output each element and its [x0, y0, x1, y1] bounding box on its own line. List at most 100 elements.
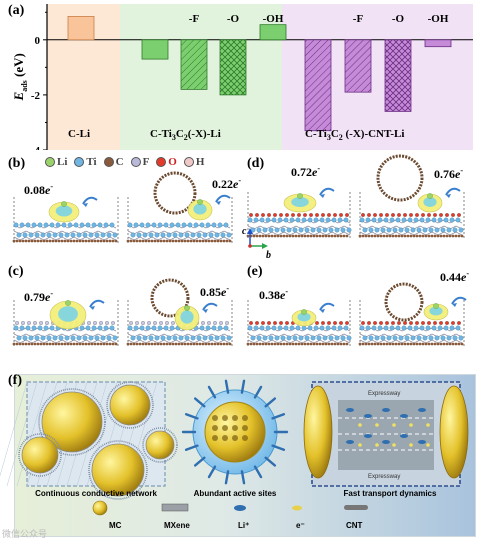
electron: [375, 423, 379, 427]
legend-cnt-icon: [344, 505, 368, 510]
li-ion: [418, 408, 426, 412]
charge-c-left: 0.79e-: [24, 289, 53, 304]
carbon-sphere: [145, 430, 175, 460]
legend-electron: e⁻: [296, 521, 305, 530]
charge-density-core: [55, 205, 73, 217]
panel-b-letter: (b): [8, 156, 26, 171]
electron: [392, 423, 396, 427]
cnt-spike: [224, 470, 230, 485]
carbon-sphere: [41, 391, 103, 453]
legend-dot: [130, 157, 141, 167]
pore: [222, 425, 228, 431]
cnt-spike: [253, 465, 263, 479]
electron: [409, 423, 413, 427]
legend-h: H: [183, 156, 205, 168]
pore: [212, 415, 218, 421]
atomic-slab: [12, 299, 119, 346]
bar-label: -F: [353, 13, 364, 25]
bar-label: -O: [227, 13, 240, 25]
li-ion: [346, 440, 354, 444]
atomic-slab: [12, 196, 119, 243]
atomic-slab: [126, 278, 233, 346]
cnt-spike: [240, 379, 246, 394]
charge-arrow: [445, 187, 461, 196]
atomic-slab: [358, 282, 467, 346]
y-tick-label: 0: [35, 35, 41, 47]
bar-hatch: [305, 39, 331, 131]
electron: [358, 423, 362, 427]
legend-mc: MC: [109, 521, 122, 530]
legend-label: O: [168, 156, 177, 168]
pore: [222, 435, 228, 441]
panel-a-letter: (a): [8, 3, 25, 18]
cnt-ring: [150, 278, 190, 318]
pore: [242, 435, 248, 441]
carbon-sphere: [91, 443, 145, 497]
cnt-spike: [193, 397, 206, 408]
carbon-sphere: [109, 384, 151, 426]
legend-mxene-icon: [161, 503, 189, 512]
bar-Ti3C2-Li: [141, 39, 169, 60]
li-atom: [61, 201, 67, 207]
cnt-spike: [224, 379, 230, 394]
charge-density-core: [291, 197, 309, 207]
legend-mxene: MXene: [164, 521, 190, 530]
atomic-slab: [126, 171, 233, 243]
group-label-c-li: C-Li: [68, 128, 90, 140]
charge-density-core: [423, 197, 437, 207]
atomic-slab: [246, 187, 352, 238]
li-ion: [364, 414, 372, 418]
caption-network: Continuous conductive network: [35, 489, 157, 498]
legend-dot: [103, 157, 114, 167]
legend-li: Li: [45, 156, 67, 168]
y-tick-label: -2: [31, 90, 41, 102]
li-atom: [433, 303, 439, 309]
charge-arrow: [319, 187, 335, 196]
legend-dot: [45, 157, 55, 167]
legend-dot: [74, 157, 85, 167]
charge-d-right: 0.76e-: [434, 166, 463, 181]
panel-d-letter: (d): [247, 156, 265, 171]
legend-label: Li: [57, 156, 68, 168]
charge-arrow: [89, 299, 105, 308]
road-label-bottom: Expressway: [368, 474, 401, 480]
li-ion: [346, 408, 354, 412]
legend-cnt: CNT: [346, 521, 363, 530]
legend-li-icon: [234, 505, 246, 511]
li-ion: [400, 414, 408, 418]
axis-label-b: b: [266, 250, 271, 261]
watermark: 微信公众号: [2, 530, 48, 540]
charge-e-left: 0.38e-: [259, 287, 288, 302]
cnt-spike: [264, 456, 277, 467]
legend-label: H: [195, 156, 205, 168]
li-ion: [382, 440, 390, 444]
legend-label: Ti: [86, 156, 97, 168]
electron: [426, 423, 430, 427]
li-atom: [301, 309, 307, 315]
legend-c: C: [103, 156, 124, 168]
cnt-spike: [207, 465, 217, 479]
cnt-spike: [253, 385, 263, 399]
charge-arrow: [215, 194, 231, 203]
cnt-spike: [193, 456, 206, 467]
cnt-ring: [153, 171, 197, 215]
legend-dot: [183, 157, 194, 167]
charge-density-core: [58, 306, 78, 322]
cnt-shell: [18, 433, 62, 477]
legend-label: C: [115, 156, 124, 168]
pore: [242, 425, 248, 431]
legend-ti: Ti: [74, 156, 97, 168]
atomic-slab: [246, 300, 352, 346]
pore: [222, 415, 228, 421]
caption-transport: Fast transport dynamics: [343, 489, 437, 498]
cnt-ring: [376, 154, 424, 202]
cnt-shell: [38, 388, 106, 456]
mc-core: [204, 401, 266, 463]
cnt-spike: [264, 397, 277, 408]
legend-mc-icon: [92, 500, 108, 516]
cnt-spike: [240, 470, 246, 485]
road-label-top: Expressway: [368, 391, 401, 397]
cnt-shell: [142, 427, 178, 463]
li-atom: [297, 193, 303, 199]
charge-arrow: [82, 196, 98, 205]
